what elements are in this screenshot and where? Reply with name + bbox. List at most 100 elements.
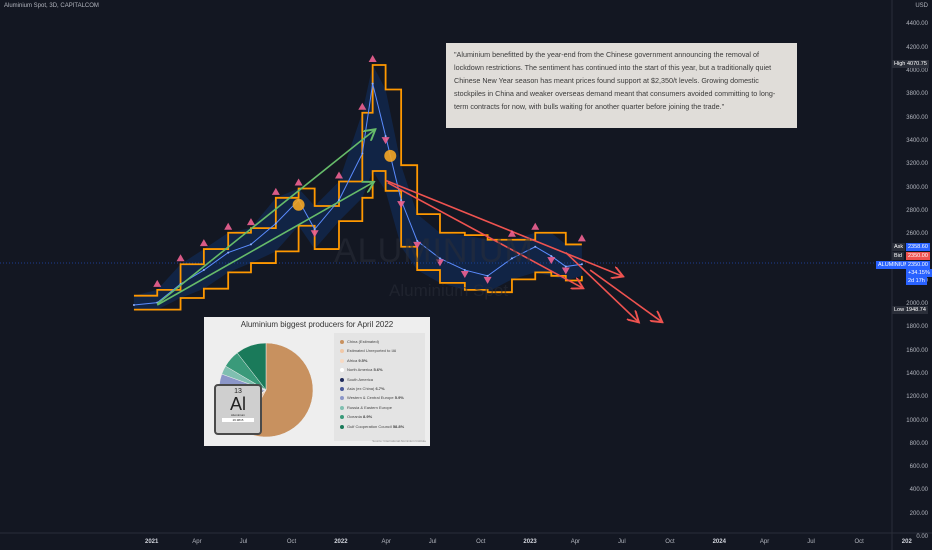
price-point <box>361 152 364 155</box>
chart-title: Aluminium Spot, 3D, CAPITALCOM <box>4 3 99 9</box>
high-label: High <box>894 61 906 67</box>
price-point <box>534 245 537 248</box>
buy-signal-triangle <box>368 55 377 63</box>
sell-signal-triangle <box>561 267 570 275</box>
element-symbol: Al <box>229 394 246 414</box>
sell-signal-triangle <box>435 259 444 267</box>
x-tick-label: 202 <box>901 539 912 545</box>
countdown-tag: 2d 17h <box>906 277 927 285</box>
ask-value-tag: 2358.60 <box>906 243 930 251</box>
x-tick-label: Oct <box>854 539 864 545</box>
bid-value: 2350.00 <box>908 253 928 259</box>
watermark-name: Aluminium Spot <box>389 281 509 300</box>
legend-label: Russia & Eastern Europe <box>347 404 392 410</box>
legend-value: 8.9% <box>363 414 373 420</box>
high-value-tag: 4070.75 <box>905 60 929 68</box>
y-tick-label: 400.00 <box>909 487 928 494</box>
sell-signal-triangle <box>397 201 406 209</box>
news-quote-text: "Aluminium benefitted by the year-end fr… <box>454 50 776 111</box>
y-tick-label: 1000.00 <box>906 417 928 424</box>
x-tick-label: 2024 <box>712 539 726 545</box>
price-point <box>486 274 489 277</box>
x-tick-label: Apr <box>759 539 770 545</box>
buy-signal-triangle <box>531 222 540 230</box>
x-tick-label: Jul <box>428 539 437 545</box>
y-tick-label: 3600.00 <box>906 114 928 121</box>
countdown-value: 2d 17h <box>908 278 925 284</box>
legend-label: South America <box>347 376 374 382</box>
buy-signal-triangle <box>358 102 367 110</box>
buy-signal-triangle <box>507 229 516 237</box>
legend-item: China (Estimated) <box>340 339 379 344</box>
x-tick-label: Oct <box>286 539 297 545</box>
price-point <box>227 251 230 254</box>
x-tick-label: 2021 <box>145 539 159 545</box>
legend-swatch <box>340 415 344 420</box>
x-tick-label: Oct <box>476 539 486 545</box>
price-point <box>438 257 441 260</box>
x-tick-label: Apr <box>570 539 581 545</box>
buy-signal-triangle <box>271 187 280 195</box>
low-label: Low <box>894 307 905 313</box>
sell-signal-triangle <box>381 137 390 145</box>
trend-arrow-5 <box>565 251 638 322</box>
legend-swatch <box>340 349 344 354</box>
price-point <box>580 263 583 266</box>
buy-signal-triangle <box>577 234 586 242</box>
legend-item: Western & Central Europe 5.9% <box>340 395 404 400</box>
legend-label: China (Estimated) <box>347 339 380 344</box>
y-tick-label: 4200.00 <box>906 44 928 51</box>
bid-value-tag: 2350.00 <box>906 252 930 260</box>
buy-signal-triangle <box>335 171 343 179</box>
legend-item: Estimated Unreported to IAI <box>340 348 396 353</box>
legend-item: North America 5.6% <box>340 367 383 372</box>
price-point <box>400 199 403 202</box>
y-tick-label: 0.00 <box>916 534 928 540</box>
price-point <box>510 257 513 260</box>
highlight-marker-2 <box>384 149 397 162</box>
buy-signal-triangle <box>294 178 303 186</box>
y-tick-label: 800.00 <box>909 440 928 447</box>
price-point <box>371 82 374 85</box>
y-tick-label: 4400.00 <box>906 21 928 28</box>
element-name: Aluminium <box>230 413 245 417</box>
high-tag: High <box>892 60 908 68</box>
y-tick-label: 1400.00 <box>906 370 928 377</box>
element-weight: 26.9815 <box>222 418 254 422</box>
y-tick-label: 200.00 <box>909 510 928 517</box>
price-point <box>416 239 419 242</box>
currency-label: USD <box>915 3 928 9</box>
low-value: 1948.74 <box>906 307 926 313</box>
legend-label: Estimated Unreported to IAI <box>347 348 397 354</box>
upper-band-line <box>133 64 582 297</box>
y-tick-label: 2800.00 <box>906 207 928 214</box>
sell-signal-triangle <box>547 257 556 265</box>
inset-title: Aluminium biggest producers for April 20… <box>240 320 394 329</box>
legend-label: Western & Central Europe <box>347 395 395 401</box>
channel-fill <box>133 65 582 310</box>
news-quote-box: "Aluminium benefitted by the year-end fr… <box>446 43 797 128</box>
element-number: 13 <box>234 388 242 395</box>
x-tick-label: 2022 <box>334 539 348 545</box>
buy-signal-triangle <box>153 279 162 287</box>
sell-signal-triangle <box>483 276 492 284</box>
legend-swatch <box>340 424 344 429</box>
x-tick-label: Jul <box>618 539 626 545</box>
y-tick-label: 1600.00 <box>906 347 928 354</box>
legend-swatch <box>340 386 344 391</box>
sell-signal-triangle <box>310 230 319 238</box>
legend-label: Oceania <box>347 414 364 420</box>
highlight-marker-1 <box>292 198 305 211</box>
symbol-label: ALUMINIUM <box>878 262 909 268</box>
legend-label: North America <box>347 367 374 373</box>
last-value-tag: 2350.00 <box>906 261 930 269</box>
bid-label: Bid <box>894 253 902 259</box>
legend-swatch <box>340 368 344 373</box>
pie-legend: China (Estimated) Estimated Unreported t… <box>334 333 425 441</box>
legend-value: 9.5% <box>358 357 368 363</box>
legend-item: Oceania 8.9% <box>340 414 372 419</box>
legend-value: 58.8% <box>392 423 405 429</box>
y-tick-label: 3800.00 <box>906 91 928 98</box>
price-point <box>132 304 135 306</box>
